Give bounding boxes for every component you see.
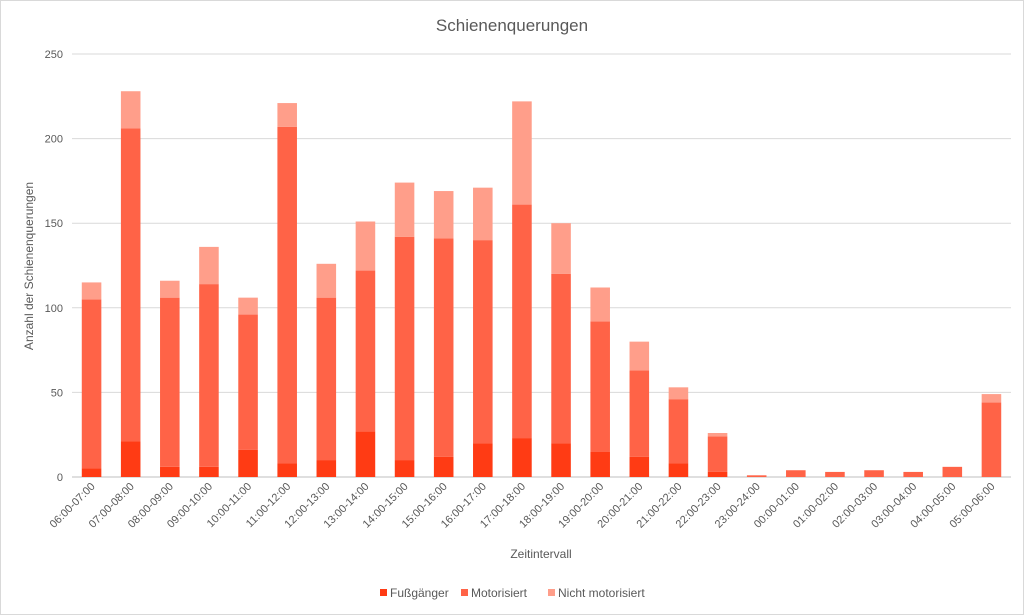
bar-segment xyxy=(160,466,180,477)
bar-segment xyxy=(903,471,923,477)
bar-segment xyxy=(238,449,258,477)
y-axis-ticks: 0 50 100 150 200 250 xyxy=(45,49,63,484)
bar-segment xyxy=(942,466,963,477)
bar-segment xyxy=(120,441,141,477)
bar-segment xyxy=(277,103,297,127)
bar-segment xyxy=(668,463,689,477)
bar-segment xyxy=(199,246,219,285)
legend-label: Motorisiert xyxy=(471,586,528,600)
bar-segment xyxy=(707,471,728,477)
bar-segment xyxy=(120,91,141,129)
bar-segment xyxy=(473,443,493,477)
y-axis-title: Anzahl der Schienenquerungen xyxy=(22,182,36,350)
y-tick-label: 50 xyxy=(51,387,63,399)
bar-segment xyxy=(433,191,454,239)
bar-segment xyxy=(551,443,571,477)
bar-segment xyxy=(629,456,650,477)
y-tick-label: 150 xyxy=(45,218,63,230)
bar-segment xyxy=(355,270,376,432)
legend-swatch xyxy=(548,589,555,596)
y-tick-label: 100 xyxy=(45,303,63,315)
bar-segment xyxy=(512,204,532,439)
bar-segment xyxy=(512,438,532,477)
bar-segment xyxy=(394,460,415,477)
legend-item: Fußgänger xyxy=(380,586,449,600)
bar-segment xyxy=(473,187,493,241)
legend-swatch xyxy=(380,589,387,596)
bar-segment xyxy=(238,297,258,315)
bar-segment xyxy=(277,463,297,477)
gridlines xyxy=(72,53,1011,478)
legend-item: Motorisiert xyxy=(461,586,528,600)
bar-segment xyxy=(590,321,610,452)
bar-segment xyxy=(199,466,219,477)
bar-segment xyxy=(825,471,845,477)
chart-title: Schienenquerungen xyxy=(436,16,588,35)
bar-segment xyxy=(707,433,728,437)
bar-segment xyxy=(786,470,806,477)
bar-segment xyxy=(668,387,689,400)
x-axis-title: Zeitintervall xyxy=(510,547,571,561)
bar-segment xyxy=(277,126,297,464)
bar-segment xyxy=(746,475,767,477)
bar-segment xyxy=(81,299,102,469)
bar-segment xyxy=(81,468,102,477)
bar-segment xyxy=(707,436,728,472)
bar-segment xyxy=(160,297,180,467)
bar-segment xyxy=(551,223,571,274)
y-tick-label: 250 xyxy=(45,49,63,61)
x-axis-ticks: 06:00-07:0007:00-08:0008:00-09:0009:00-1… xyxy=(48,481,998,531)
bar-segment xyxy=(316,263,337,298)
bar-segment xyxy=(473,240,493,444)
bar-segment xyxy=(629,341,650,371)
bar-segment xyxy=(590,287,610,322)
legend-swatch xyxy=(461,589,468,596)
bar-segment xyxy=(316,297,337,461)
bar-segment xyxy=(394,182,415,237)
bar-segment xyxy=(551,273,571,444)
bars xyxy=(81,91,1002,477)
bar-segment xyxy=(120,128,141,442)
bar-segment xyxy=(238,314,258,450)
bar-segment xyxy=(199,284,219,467)
bar-segment xyxy=(512,101,532,205)
legend: Fußgänger Motorisiert Nicht motorisiert xyxy=(380,586,645,600)
bar-segment xyxy=(590,451,610,477)
bar-segment xyxy=(160,280,180,298)
bar-segment xyxy=(433,456,454,477)
bar-segment xyxy=(81,282,102,300)
legend-item: Nicht motorisiert xyxy=(548,586,645,600)
legend-label: Fußgänger xyxy=(390,586,449,600)
bar-segment xyxy=(629,370,650,457)
bar-segment xyxy=(981,394,1002,403)
bar-segment xyxy=(433,238,454,457)
bar-segment xyxy=(981,402,1002,477)
bar-segment xyxy=(394,236,415,461)
bar-segment xyxy=(668,399,689,464)
bar-segment xyxy=(864,470,884,477)
bar-segment xyxy=(316,460,337,477)
legend-label: Nicht motorisiert xyxy=(558,586,645,600)
bar-segment xyxy=(355,221,376,271)
bar-segment xyxy=(355,431,376,477)
y-tick-label: 200 xyxy=(45,134,63,146)
y-tick-label: 0 xyxy=(57,472,63,484)
